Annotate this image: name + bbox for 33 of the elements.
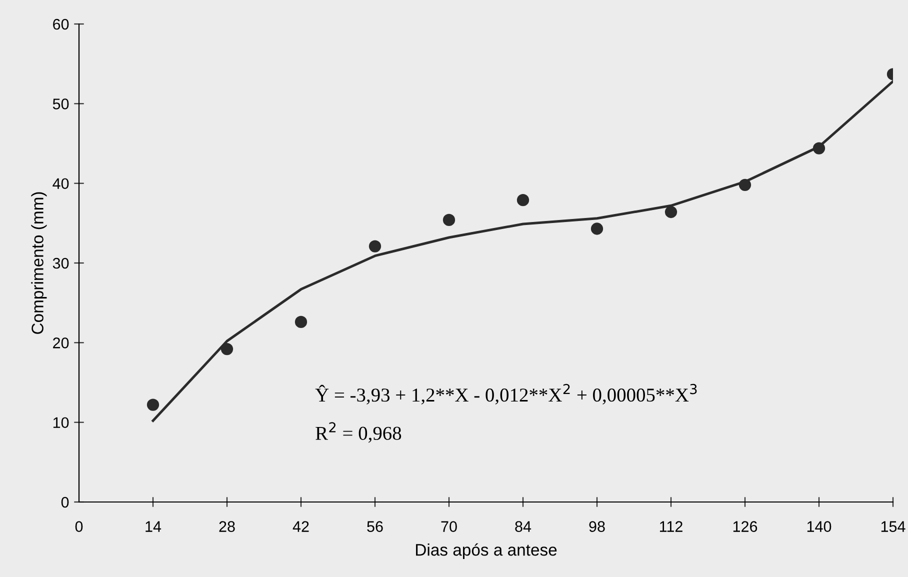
x-axis-title: Dias após a antese [416, 543, 557, 560]
y-tick-label: 30 [52, 258, 69, 269]
point [516, 194, 530, 206]
point [590, 222, 604, 235]
point [738, 178, 752, 191]
x-tick-label: 84 [515, 521, 532, 532]
x-tick-label: 0 [75, 521, 83, 532]
y-tick-label: 0 [61, 496, 69, 508]
x-tick-label: 98 [589, 521, 605, 532]
point [664, 206, 678, 218]
y-tick-label: 20 [53, 338, 69, 348]
y-tick-label: 60 [53, 18, 69, 30]
y-tick-label: 40 [52, 178, 69, 190]
point [442, 214, 456, 226]
point [220, 342, 234, 356]
y-tick-label: 50 [52, 98, 69, 110]
annotation: R$^{2}$ = 0,968 [316, 422, 402, 443]
point [146, 398, 160, 411]
point [294, 316, 308, 328]
x-tick-label: 154 [881, 521, 906, 532]
point [812, 142, 826, 154]
y-tick-label: 10 [53, 417, 69, 428]
x-tick-label: 14 [146, 521, 162, 532]
x-tick-label: 112 [660, 521, 682, 532]
x-tick-label: 28 [219, 521, 235, 532]
point [368, 240, 382, 252]
x-tick-label: 140 [807, 521, 832, 532]
x-tick-label: 126 [733, 521, 758, 532]
y-axis-title: Comprimento (mm) [31, 192, 47, 334]
x-tick-label: 70 [441, 521, 457, 532]
x-tick-label: 42 [292, 521, 309, 532]
x-tick-label: 56 [367, 521, 383, 532]
annotation: Ŷ = -3,93 + 1,2**X - 0,012**X$^{2}$ + 0,00005**X$^{3}$ [315, 384, 697, 404]
